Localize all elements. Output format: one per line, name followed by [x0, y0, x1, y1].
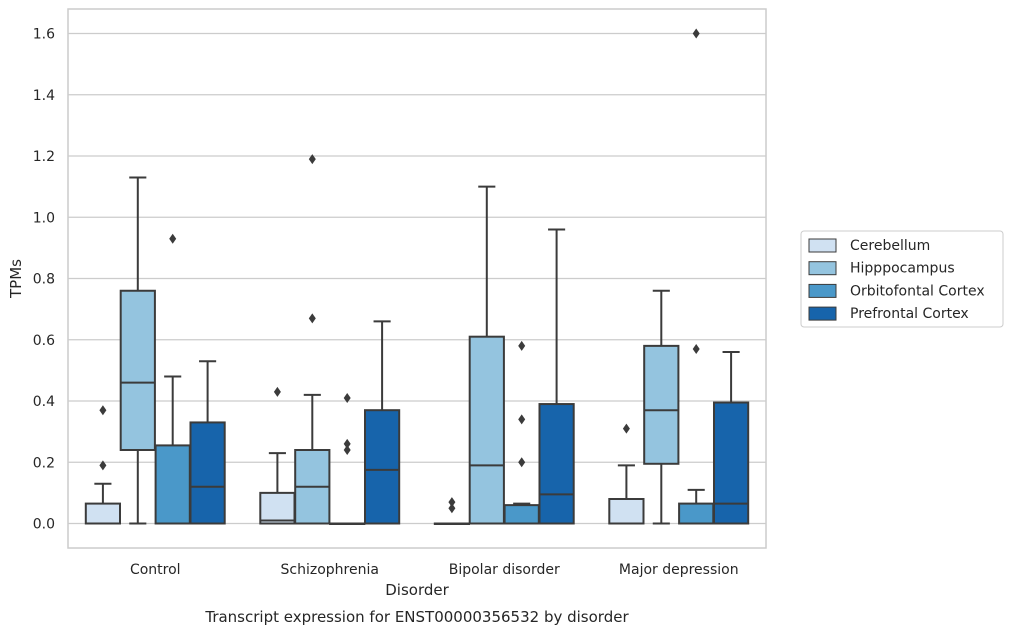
legend-swatch [808, 261, 837, 276]
outlier-point [308, 154, 316, 165]
box-prefrontal-cortex [538, 228, 575, 525]
outlier-point [518, 340, 526, 351]
y-tick-label: 1.6 [33, 27, 55, 43]
outlier-point [448, 497, 456, 508]
box-orbitofontal-cortex [503, 340, 540, 525]
outlier-point [692, 28, 700, 39]
x-tick-label: Major depression [619, 562, 739, 578]
y-tick-label: 1.4 [33, 88, 55, 104]
box-iqr [643, 344, 680, 465]
box-cerebellum [259, 386, 296, 525]
box-iqr [189, 421, 226, 525]
box-orbitofontal-cortex [329, 392, 366, 525]
box-prefrontal-cortex [363, 320, 401, 525]
box-plot-area [84, 28, 750, 525]
legend: Cerebellum Hipppocampus Orbitofontal Corte… [800, 230, 1004, 328]
box-iqr [678, 502, 715, 525]
legend-swatch [808, 306, 837, 321]
outlier-point [622, 423, 630, 434]
box-hipppocampus [294, 154, 331, 525]
outlier-point [448, 503, 456, 514]
outlier-point [99, 405, 107, 416]
box-iqr [84, 502, 122, 525]
y-axis-label: TPMs [7, 259, 25, 299]
box-iqr [608, 498, 645, 525]
chart-caption: Transcript expression for ENST0000035653… [204, 608, 629, 626]
legend-frame [800, 230, 1004, 328]
box-cerebellum [84, 405, 122, 525]
plot-frame [67, 8, 767, 549]
box-hipppocampus [119, 176, 156, 525]
box-prefrontal-cortex [712, 351, 750, 525]
legend-swatch [808, 283, 837, 298]
box-iqr [468, 335, 505, 525]
box-iqr [503, 504, 540, 525]
box-cerebellum [433, 497, 471, 525]
legend-label: Cerebellum [850, 238, 930, 254]
legend-label: Hipppocampus [850, 261, 955, 277]
box-iqr [259, 491, 296, 525]
x-tick-label: Bipolar disorder [449, 562, 560, 578]
outlier-point [99, 460, 107, 471]
y-tick-label: 0.4 [33, 394, 55, 410]
outlier-point [343, 438, 351, 449]
outlier-point [518, 414, 526, 425]
outlier-point [343, 445, 351, 455]
legend-label: Orbitofontal Cortex [850, 283, 985, 299]
box-iqr [712, 401, 750, 525]
x-axis-ticks: Control Schizophrenia Bipolar disorder Majo… [130, 562, 739, 578]
outlier-point [518, 457, 526, 468]
y-axis-ticks: 0.0 0.2 0.4 0.6 0.8 1.0 1.2 1.4 1.6 [33, 27, 55, 533]
outlier-point [169, 233, 177, 244]
outlier-point [308, 313, 316, 324]
outlier-point [273, 386, 281, 397]
x-tick-label: Control [130, 562, 181, 578]
box-iqr [119, 289, 156, 451]
box-hipppocampus [468, 185, 505, 525]
y-tick-label: 0.2 [33, 455, 55, 471]
box-hipppocampus [643, 289, 680, 525]
y-tick-label: 0.8 [33, 272, 55, 288]
box-iqr [154, 444, 191, 525]
box-orbitofontal-cortex [154, 233, 191, 525]
box-cerebellum [608, 423, 645, 525]
legend-swatch [808, 238, 837, 253]
x-axis-label: Disorder [385, 581, 449, 599]
box-iqr [363, 409, 401, 525]
box-prefrontal-cortex [189, 360, 226, 525]
y-tick-label: 0.6 [33, 333, 55, 349]
outlier-point [692, 343, 700, 354]
x-tick-label: Schizophrenia [281, 562, 379, 578]
box-orbitofontal-cortex [678, 28, 715, 525]
legend-label: Prefrontal Cortex [850, 306, 969, 322]
y-tick-label: 1.0 [33, 210, 55, 226]
box-iqr [538, 403, 575, 525]
outlier-point [343, 392, 351, 403]
y-tick-label: 1.2 [33, 149, 55, 165]
y-tick-label: 0.0 [33, 517, 55, 533]
